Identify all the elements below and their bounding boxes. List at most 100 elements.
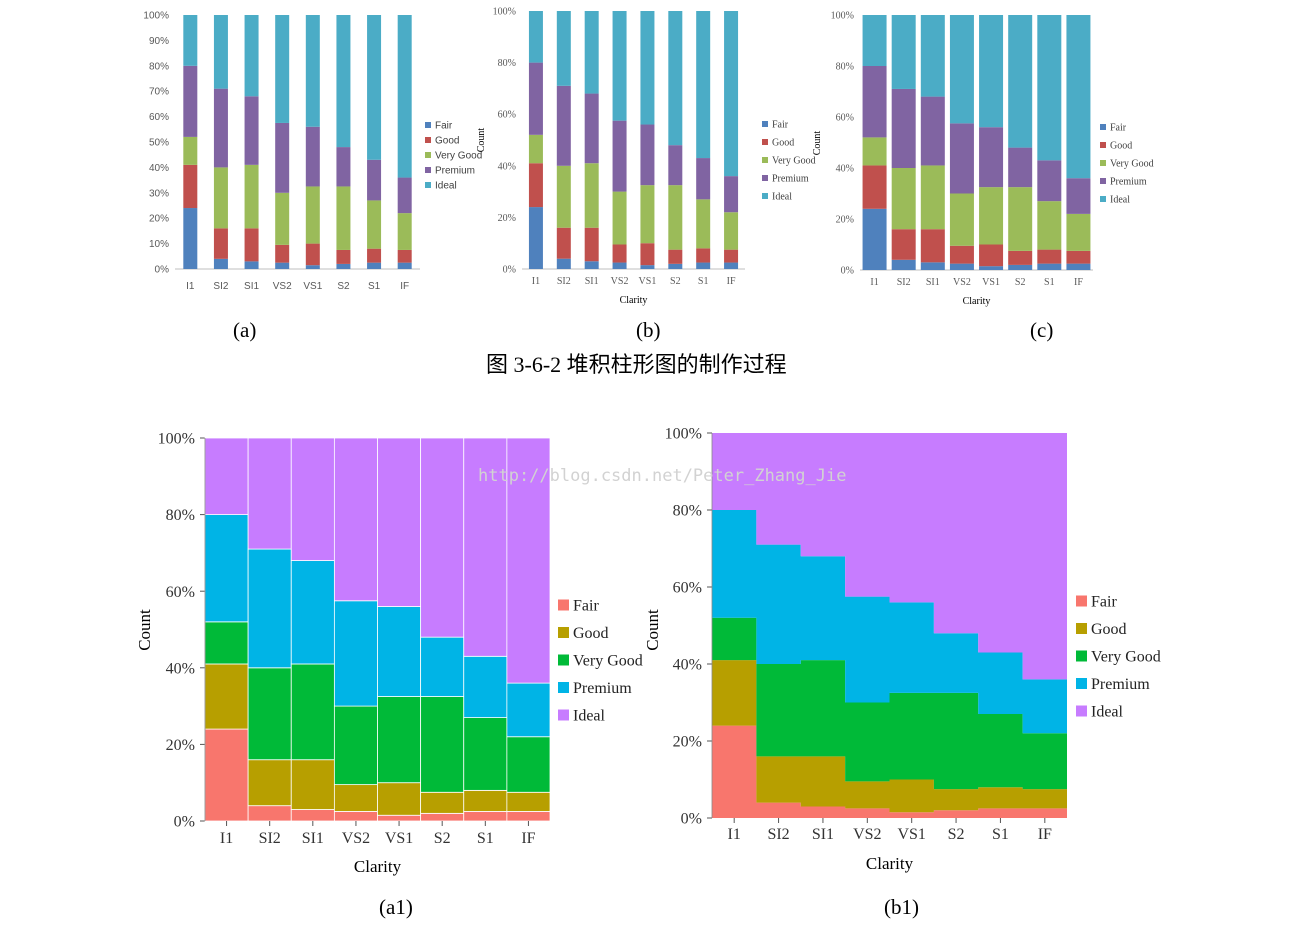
x-tick-label: VS2 bbox=[611, 276, 629, 287]
bar-segment bbox=[397, 15, 412, 178]
bar-segment bbox=[949, 15, 974, 124]
bar-segment bbox=[979, 187, 1004, 245]
legend-swatch bbox=[762, 121, 768, 127]
bar-segment bbox=[556, 227, 571, 259]
legend-swatch bbox=[762, 175, 768, 181]
bar-segment bbox=[724, 11, 739, 177]
y-tick-label: 60% bbox=[673, 580, 702, 597]
bar-segment bbox=[367, 200, 382, 249]
bar-segment bbox=[1037, 15, 1062, 161]
legend-swatch bbox=[1076, 705, 1087, 717]
bar-segment bbox=[920, 96, 945, 166]
legend-swatch bbox=[558, 627, 569, 638]
x-tick-label: VS2 bbox=[273, 281, 292, 292]
chart-b: 0% 20% 40% 60% 80% 100% I1 SI2 SI1 VS2 VS1 S2 S1 IF Cl… bbox=[476, 7, 816, 307]
x-tick-label: S2 bbox=[1015, 277, 1026, 288]
legend-label: Fair bbox=[1110, 123, 1127, 134]
bar-segment bbox=[305, 243, 320, 266]
legend-swatch bbox=[558, 654, 569, 666]
bar-segment bbox=[420, 812, 465, 822]
bar-segment bbox=[204, 514, 249, 623]
bar-segment bbox=[377, 782, 422, 816]
bar-segment bbox=[668, 263, 683, 269]
x-tick-label: SI2 bbox=[557, 276, 571, 287]
bar-segment bbox=[556, 165, 571, 228]
bar-segment bbox=[367, 15, 382, 160]
bar-segment bbox=[1008, 250, 1033, 265]
bar-segment bbox=[1066, 213, 1091, 251]
legend-label: Ideal bbox=[435, 181, 457, 192]
y-tick-label: 0% bbox=[155, 265, 170, 276]
bar-segment bbox=[612, 244, 627, 263]
bar-segment bbox=[213, 15, 228, 89]
x-tick-label: VS1 bbox=[303, 281, 322, 292]
bar-segment bbox=[244, 96, 259, 165]
chart-b1: 0% 20% 40% 60% 80% 100% I1 SI2 SI1 VS2 VS1 S2 S1 IF Cl… bbox=[643, 426, 1161, 873]
x-tick-label: SI2 bbox=[259, 830, 281, 847]
bar-segment bbox=[420, 636, 465, 697]
legend-label: Fair bbox=[1091, 594, 1117, 611]
bar-segment bbox=[420, 437, 465, 638]
legend-label: Good bbox=[1110, 141, 1132, 152]
legend-swatch bbox=[762, 157, 768, 163]
bar-segment bbox=[183, 15, 198, 66]
bar-segment bbox=[979, 244, 1004, 267]
bar-segment bbox=[377, 437, 422, 607]
bar-segment bbox=[333, 705, 378, 786]
x-tick-label: IF bbox=[400, 281, 409, 292]
bar-segment bbox=[949, 245, 974, 264]
bar-segment bbox=[979, 266, 1004, 270]
bar-segment bbox=[183, 164, 198, 209]
y-tick-label: 60% bbox=[498, 110, 516, 121]
legend-swatch bbox=[1076, 678, 1087, 689]
bar-segment bbox=[305, 15, 320, 127]
y-tick-label: 100% bbox=[831, 11, 854, 22]
x-tick-label: SI1 bbox=[302, 830, 324, 847]
panel-label-b: (b) bbox=[636, 318, 661, 342]
legend-swatch bbox=[425, 182, 431, 188]
bar-segment bbox=[397, 262, 412, 269]
bar-segment bbox=[979, 127, 1004, 188]
x-tick-label: IF bbox=[521, 830, 535, 847]
x-tick-label: I1 bbox=[186, 281, 195, 292]
legend-swatch bbox=[1100, 124, 1106, 130]
bar-segment bbox=[891, 15, 916, 89]
bar-segment bbox=[183, 208, 198, 269]
bar-segment bbox=[333, 600, 378, 707]
legend-label: Ideal bbox=[1091, 704, 1124, 721]
panel-label-a: (a) bbox=[233, 318, 257, 342]
bar-segment bbox=[1008, 264, 1033, 270]
bar-segment bbox=[1008, 147, 1033, 188]
bar-segment bbox=[1066, 178, 1091, 214]
bar-segment bbox=[397, 213, 412, 250]
x-tick-label: SI1 bbox=[585, 276, 599, 287]
bar-segment bbox=[213, 228, 228, 259]
bar-segment bbox=[305, 126, 320, 187]
y-axis-title: Count bbox=[643, 609, 662, 651]
bar-segment bbox=[640, 265, 655, 269]
bar-segment bbox=[333, 811, 378, 822]
y-tick-label: 100% bbox=[158, 431, 195, 448]
x-tick-label: S1 bbox=[368, 281, 381, 292]
bar-segment bbox=[463, 717, 508, 791]
bar-segment bbox=[213, 258, 228, 269]
bar-segment bbox=[920, 262, 945, 270]
y-tick-label: 0% bbox=[681, 811, 702, 828]
x-tick-label: VS2 bbox=[853, 826, 881, 843]
area-ideal bbox=[712, 433, 1067, 680]
bar-segment bbox=[377, 696, 422, 784]
bar-segment bbox=[336, 147, 351, 187]
y-tick-label: 0% bbox=[841, 266, 854, 277]
x-tick-label: SI2 bbox=[213, 281, 228, 292]
bar-segment bbox=[640, 243, 655, 266]
bar-segment bbox=[333, 784, 378, 812]
bar-segment bbox=[862, 66, 887, 138]
x-tick-label: I1 bbox=[220, 830, 233, 847]
legend-label: Very Good bbox=[573, 653, 643, 670]
bar-segment bbox=[640, 11, 655, 125]
bar-segment bbox=[463, 789, 508, 812]
bar-segment bbox=[204, 437, 249, 515]
x-tick-label: S2 bbox=[670, 276, 681, 287]
y-axis-title: Count bbox=[476, 128, 487, 153]
